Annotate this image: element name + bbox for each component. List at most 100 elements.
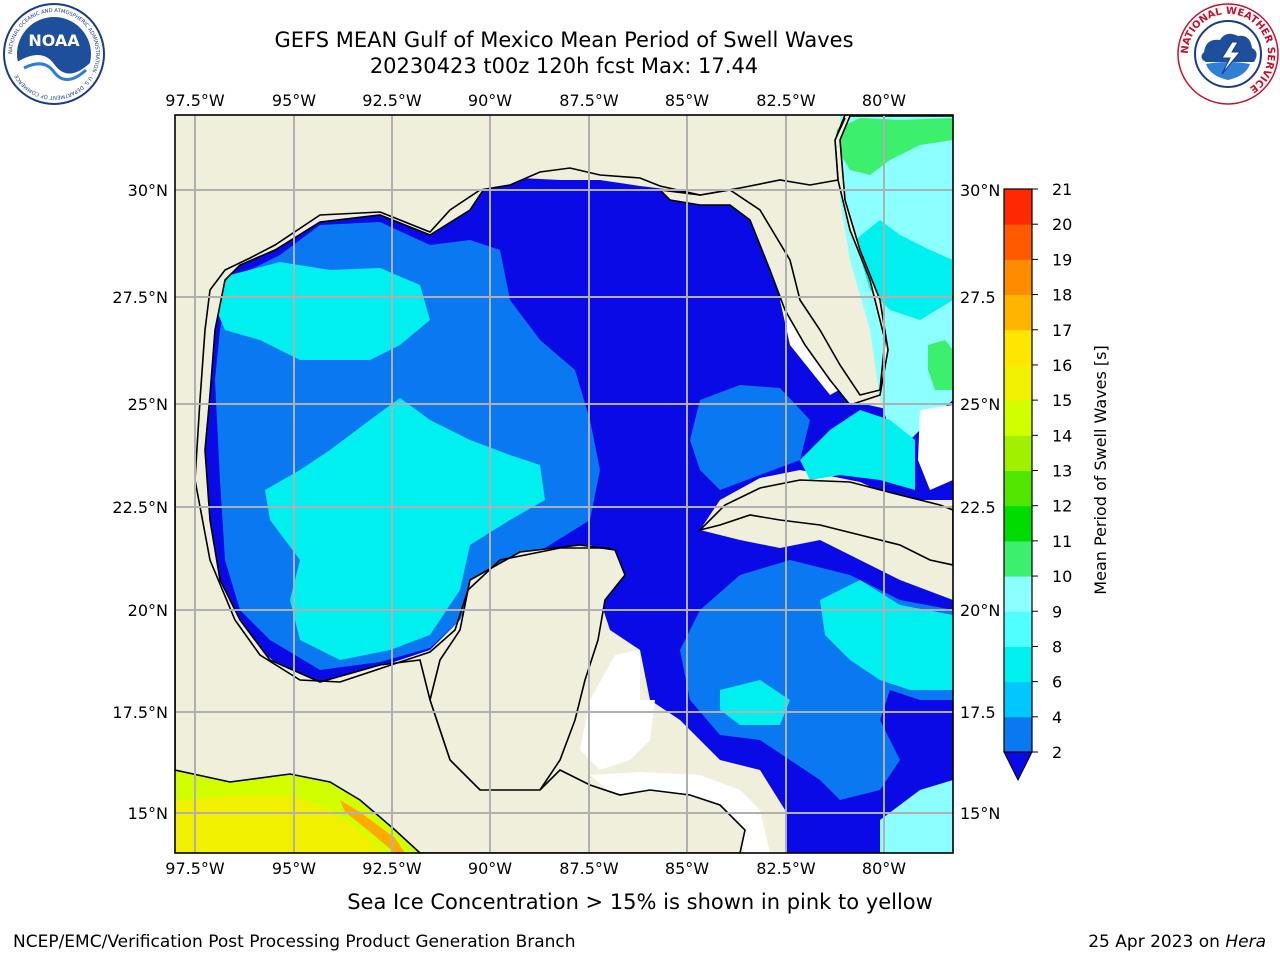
lon-label-top: 92.5°W xyxy=(362,91,422,110)
pacific-yellow xyxy=(175,795,385,853)
lon-label-top: 80°W xyxy=(862,91,906,110)
lat-label-left: 15°N xyxy=(128,804,168,823)
atlantic-green-patch xyxy=(928,340,953,390)
colorbar-tick-label: 10 xyxy=(1052,567,1072,586)
nws-logo: NATIONAL WEATHER SERVICE xyxy=(1177,3,1279,105)
colorbar-segment xyxy=(1004,681,1032,718)
colorbar-tick-label: 19 xyxy=(1052,250,1072,269)
sea-ice-note: Sea Ice Concentration > 15% is shown in … xyxy=(347,890,933,914)
us-gulf-coast-land xyxy=(175,115,840,480)
noaa-logo: NOAA NATIONAL OCEANIC AND ATMOSPHERIC AD… xyxy=(3,3,105,105)
lat-label-right: 27.5 xyxy=(960,288,996,307)
lat-label-left: 27.5°N xyxy=(112,288,168,307)
lon-label-bottom: 87.5°W xyxy=(559,859,619,878)
colorbar-tick-label: 17 xyxy=(1052,321,1072,340)
colorbar-label: Mean Period of Swell Waves [s] xyxy=(1091,345,1110,594)
lat-label-right: 20°N xyxy=(960,601,1000,620)
lat-label-left: 17.5°N xyxy=(112,703,168,722)
lon-label-top: 90°W xyxy=(468,91,512,110)
lat-label-left: 30°N xyxy=(128,181,168,200)
no-data-yucatan-coast xyxy=(580,650,655,770)
colorbar: 2 4 6 8 9 10 11 12 13 14 15 16 17 18 19 20 21 xyxy=(1003,180,1072,782)
western-gulf-cyan xyxy=(212,262,430,360)
colorbar-segment xyxy=(1004,294,1032,331)
map-gridlines xyxy=(175,115,953,853)
yucatan-land xyxy=(429,544,626,801)
caribbean-cyan-small xyxy=(720,680,790,725)
colorbar-segment xyxy=(1004,470,1032,507)
map-frame xyxy=(174,114,954,854)
colorbar-tick-label: 12 xyxy=(1052,497,1072,516)
colorbar-tick-label: 8 xyxy=(1052,637,1062,656)
straits-cyan xyxy=(800,410,915,490)
colorbar-segment xyxy=(1004,224,1032,260)
lon-label-bottom: 97.5°W xyxy=(165,859,225,878)
map-subtitle: 20230423 t00z 120h fcst Max: 17.44 xyxy=(369,54,759,78)
lon-label-bottom: 85°W xyxy=(665,859,709,878)
top-lon-labels: 97.5°W 95°W 92.5°W 90°W 87.5°W 85°W 82.5… xyxy=(165,91,906,110)
bottom-lon-labels: 97.5°W 95°W 92.5°W 90°W 87.5°W 85°W 82.5… xyxy=(165,859,906,878)
colorbar-segment xyxy=(1004,435,1032,471)
colorbar-tick-label: 11 xyxy=(1052,532,1072,551)
colorbar-tick-label: 6 xyxy=(1052,673,1062,692)
lon-label-bottom: 92.5°W xyxy=(362,859,422,878)
colorbar-tick-label: 4 xyxy=(1052,708,1062,727)
lat-label-right: 15°N xyxy=(960,804,1000,823)
colorbar-segment xyxy=(1004,646,1032,683)
colorbar-tick-label: 15 xyxy=(1052,391,1072,410)
lat-label-right: 22.5 xyxy=(960,498,996,517)
colorbar-extend-triangle xyxy=(1003,751,1033,782)
lon-label-top: 97.5°W xyxy=(165,91,225,110)
central-gulf-cyan xyxy=(265,398,545,660)
colorbar-tick-label: 16 xyxy=(1052,356,1072,375)
lat-label-right: 25°N xyxy=(960,395,1000,414)
us-gulf-coastline xyxy=(204,117,846,331)
lon-label-bottom: 95°W xyxy=(272,859,316,878)
caribbean-cyan xyxy=(820,580,953,690)
atlantic-green xyxy=(835,118,953,175)
noaa-logo-text: NOAA xyxy=(28,31,80,50)
colorbar-segment xyxy=(1004,259,1032,296)
eastern-gulf-mid-blue xyxy=(690,385,810,490)
colorbar-tick-label: 20 xyxy=(1052,215,1072,234)
footer-host: Hera xyxy=(1225,932,1266,952)
lat-label-right: 30°N xyxy=(960,181,1000,200)
lon-label-top: 85°W xyxy=(665,91,709,110)
colorbar-tick-label: 18 xyxy=(1052,286,1072,305)
caribbean-light-cyan-se xyxy=(880,780,953,853)
colorbar-segment xyxy=(1004,716,1032,753)
atlantic-cyan xyxy=(855,220,953,320)
map-title: GEFS MEAN Gulf of Mexico Mean Period of … xyxy=(274,28,854,52)
lat-label-left: 20°N xyxy=(128,601,168,620)
lat-label-right: 17.5 xyxy=(960,703,996,722)
lat-label-left: 25°N xyxy=(128,395,168,414)
colorbar-segment xyxy=(1004,400,1032,436)
no-data-bahamas xyxy=(918,405,953,490)
colorbar-segment xyxy=(1004,505,1032,542)
lon-label-bottom: 80°W xyxy=(862,859,906,878)
colorbar-tick-label: 13 xyxy=(1052,462,1072,481)
colorbar-segment xyxy=(1004,540,1032,577)
map-field xyxy=(175,115,953,853)
colorbar-segment xyxy=(1004,189,1032,225)
lon-label-top: 82.5°W xyxy=(756,91,816,110)
footer-date: 25 Apr 2023 on Hera xyxy=(1088,932,1266,952)
colorbar-segment xyxy=(1004,364,1032,401)
lat-label-left: 22.5°N xyxy=(112,498,168,517)
colorbar-segment xyxy=(1004,329,1032,366)
colorbar-tick-label: 21 xyxy=(1052,180,1072,199)
footer-credit: NCEP/EMC/Verification Post Processing Pr… xyxy=(13,932,576,952)
colorbar-segment xyxy=(1004,576,1032,612)
colorbar-tick-label: 9 xyxy=(1052,602,1062,621)
colorbar-tick-label: 14 xyxy=(1052,426,1072,445)
central-america-land xyxy=(175,179,746,853)
colorbar-tick-label: 2 xyxy=(1052,743,1062,762)
right-lat-labels: 30°N 27.5 25°N 22.5 20°N 17.5 15°N xyxy=(960,181,1000,823)
colorbar-segment xyxy=(1004,611,1032,647)
lon-label-top: 95°W xyxy=(272,91,316,110)
lon-label-bottom: 82.5°W xyxy=(756,859,816,878)
lon-label-bottom: 90°W xyxy=(468,859,512,878)
left-lat-labels: 30°N 27.5°N 25°N 22.5°N 20°N 17.5°N 15°N xyxy=(112,181,168,823)
footer-date-text: 25 Apr 2023 on xyxy=(1088,932,1226,952)
